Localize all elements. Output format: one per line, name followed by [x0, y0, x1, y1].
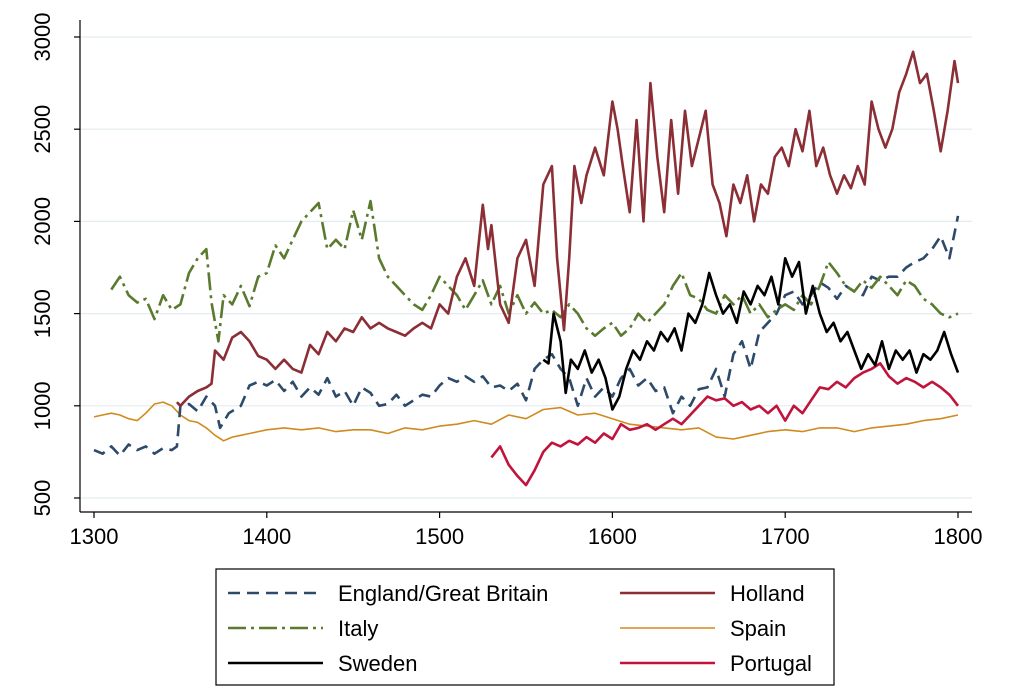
- x-tick-label: 1400: [242, 524, 291, 549]
- x-tick-label: 1500: [415, 524, 464, 549]
- legend-label: Holland: [730, 581, 805, 606]
- series-line-england-great-britain: [93, 215, 960, 457]
- y-tick-label: 2000: [30, 197, 55, 246]
- x-tick-label: 1700: [761, 524, 810, 549]
- x-tick-label: 1300: [70, 524, 119, 549]
- y-tick-label: 1500: [30, 289, 55, 338]
- legend: England/Great Britain Holland Italy Spain Sw…: [215, 568, 835, 686]
- x-tick-label: 1600: [588, 524, 637, 549]
- series-lines: [93, 50, 960, 487]
- x-tick-label: 1800: [934, 524, 983, 549]
- legend-label: Portugal: [730, 651, 812, 676]
- legend-label: Sweden: [338, 651, 418, 676]
- y-tick-label: 500: [30, 480, 55, 517]
- legend-label: Italy: [338, 616, 378, 641]
- series-line-sweden: [542, 257, 960, 411]
- legend-box: [215, 568, 835, 686]
- series-line-holland: [175, 50, 960, 408]
- series-line-portugal: [490, 362, 960, 487]
- axes: 500 1000 1500 2000 2500 3000 1300 1400 1500 1600 1…: [30, 13, 982, 549]
- legend-label: England/Great Britain: [338, 581, 548, 606]
- series-line-spain: [93, 401, 959, 442]
- y-tick-label: 1000: [30, 381, 55, 430]
- y-tick-label: 3000: [30, 13, 55, 62]
- y-tick-label: 2500: [30, 105, 55, 154]
- legend-label: Spain: [730, 616, 786, 641]
